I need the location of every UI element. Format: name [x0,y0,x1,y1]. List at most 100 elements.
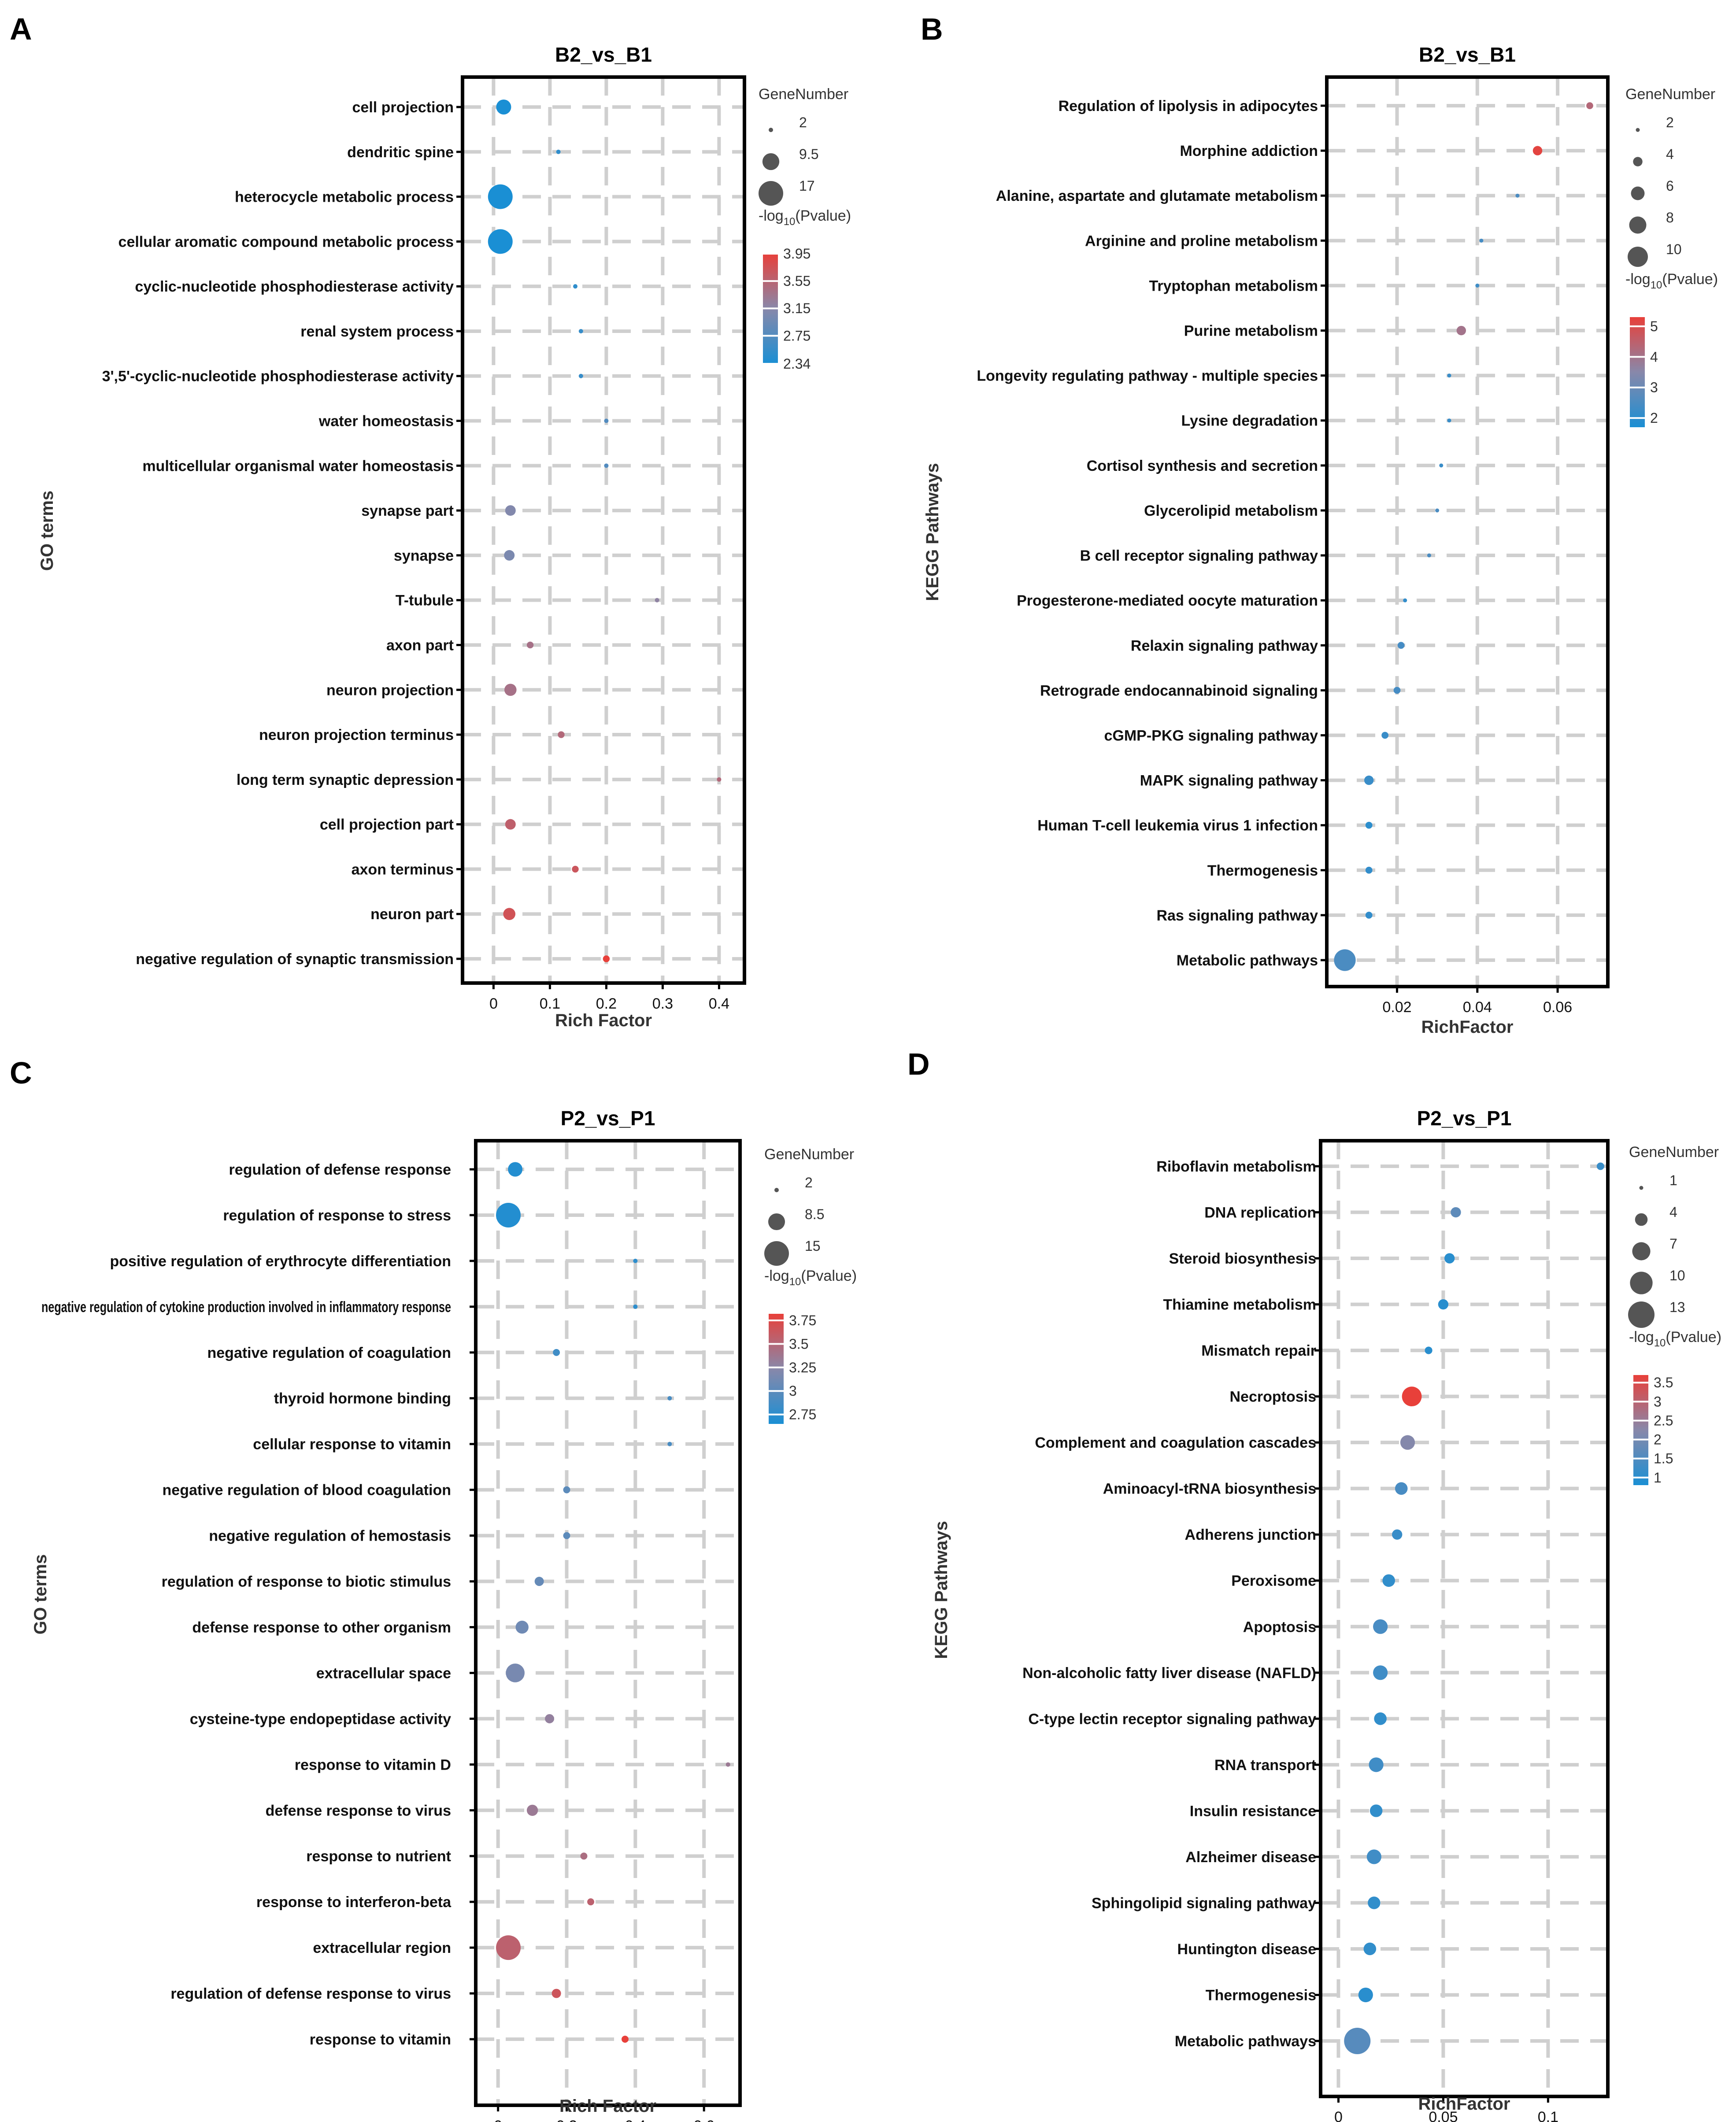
data-point [725,1762,730,1767]
y-tick-label: response to vitamin D [295,1756,451,1773]
y-tick-label: thyroid hormone binding [274,1390,451,1407]
data-point [1425,1346,1432,1354]
size-legend-label: 9.5 [799,146,818,162]
color-bar [769,1314,784,1424]
y-tick-label: Retrograde endocannabinoid signaling [1040,682,1318,699]
size-legend-label: 4 [1666,146,1674,162]
size-legend-dot [1633,157,1643,166]
x-tick-label: 0 [494,2118,502,2122]
data-point [572,865,579,873]
y-tick-label: regulation of response to stress [223,1207,451,1224]
y-tick-label: MAPK signaling pathway [1140,773,1318,789]
data-point [1370,1804,1383,1817]
data-point [1365,866,1373,874]
data-point [1365,821,1373,829]
size-legend-dot [1635,1213,1648,1226]
data-point [563,1486,570,1494]
data-point [1400,1435,1415,1450]
size-legend-label: 17 [799,178,815,194]
size-legend-dot [1632,1242,1651,1261]
data-point [504,684,517,696]
size-legend-dot [1628,247,1648,267]
y-tick-label: Thermogenesis [1207,862,1318,879]
data-point [545,1714,555,1723]
size-legend-dot [1636,128,1640,132]
y-tick-label: defense response to virus [266,1802,451,1819]
color-bar-label: 3 [1650,380,1658,396]
plot-frame [1325,75,1610,988]
y-tick-label: regulation of response to biotic stimulu… [162,1574,451,1590]
y-tick-label: Steroid biosynthesis [1169,1250,1316,1267]
size-legend-label: 8.5 [805,1206,824,1222]
data-point [578,373,583,378]
panel-letter: D [907,1047,930,1081]
color-bar [1633,1375,1648,1485]
y-tick-label: Huntington disease [1177,1941,1316,1958]
color-bar-label: 3.95 [783,246,811,262]
data-point [573,284,577,289]
y-tick-label: Necroptosis [1230,1389,1317,1405]
y-tick-label: water homeostasis [318,413,454,430]
y-tick-label: multicellular organismal water homeostas… [142,458,454,474]
data-point [1427,553,1431,558]
data-point [496,99,511,115]
size-legend-dot [774,1188,779,1192]
color-bar-label: 3 [1654,1394,1662,1409]
size-legend-label: 10 [1669,1268,1685,1283]
color-bar-label: 3 [789,1383,797,1399]
y-tick-label: Non-alcoholic fatty liver disease (NAFLD… [1022,1665,1316,1682]
data-point [667,1442,672,1446]
data-point [488,184,513,209]
color-bar [1630,317,1645,427]
size-legend-title: GeneNumber [1625,86,1715,103]
y-tick-label: cysteine-type endopeptidase activity [190,1711,451,1727]
color-bar-label: 2.75 [789,1407,816,1423]
data-point [1369,1757,1384,1772]
y-tick-label: synapse part [361,503,454,519]
data-point [1395,1482,1408,1495]
data-point [633,1258,638,1263]
y-tick-label: neuron projection terminus [259,727,454,743]
x-tick-label: 0 [489,995,498,1012]
data-point [1366,1849,1381,1864]
y-tick-label: Relaxin signaling pathway [1131,637,1318,654]
data-point [667,1396,672,1401]
chart-panel-d: D P2_vs_P1 Riboflavin metabolism DNA replic… [907,1047,1721,2122]
data-point [504,550,515,561]
chart-title: B2_vs_B1 [555,43,652,66]
data-point [604,463,609,468]
color-bar-label: 1 [1654,1470,1662,1486]
chart-title: B2_vs_B1 [1419,43,1516,66]
y-tick-label: RNA transport [1214,1757,1316,1774]
x-tick-label: 0.1 [540,995,560,1012]
data-point [553,1349,560,1356]
data-point [603,955,610,962]
color-bar-label: 3.55 [783,273,811,289]
data-point [1365,912,1373,919]
color-bar-label: 3.25 [789,1360,816,1375]
size-legend-dot [1628,1301,1655,1328]
data-point [1368,1896,1381,1909]
panel-letter: B [921,12,943,46]
data-point [1444,1253,1455,1264]
size-legend-title: GeneNumber [764,1146,854,1163]
y-tick-label: Apoptosis [1243,1619,1316,1635]
y-tick-label: cyclic-nucleotide phosphodiesterase acti… [135,278,454,295]
y-tick-label: C-type lectin receptor signaling pathway [1028,1711,1316,1727]
color-bar-label: 2.75 [783,328,811,344]
size-legend-dot [769,128,773,132]
y-tick-label: Adherens junction [1185,1527,1316,1543]
data-point [587,1898,595,1906]
x-tick-label: 0.05 [1429,2109,1458,2122]
y-tick-label: regulation of defense response to virus [170,1985,451,2002]
plot-frame [1319,1139,1610,2098]
data-point [1596,1162,1604,1170]
size-legend-dot [764,1241,789,1266]
data-point [496,1202,521,1227]
size-legend-label: 1 [1669,1172,1677,1188]
x-axis-label: Rich Factor [559,2096,656,2116]
x-tick-label: 0.02 [1382,999,1411,1016]
y-tick-label: cGMP-PKG signaling pathway [1104,727,1318,744]
grid [476,1141,740,2105]
data-point [621,2036,629,2043]
